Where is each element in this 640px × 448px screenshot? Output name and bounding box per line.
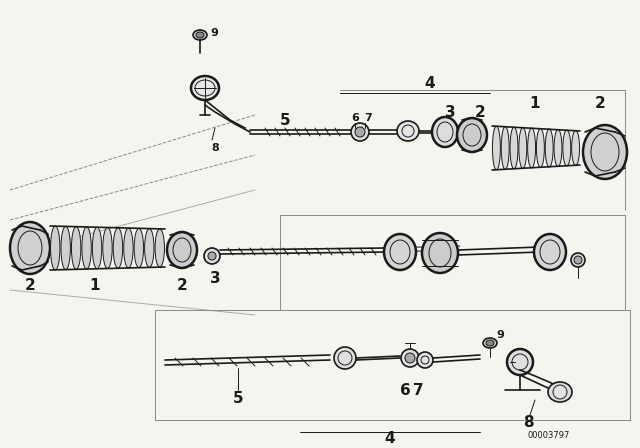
Ellipse shape [501,126,509,169]
Ellipse shape [571,253,585,267]
Text: 8: 8 [211,143,219,153]
Ellipse shape [193,30,207,40]
Ellipse shape [355,127,365,137]
Ellipse shape [72,227,81,269]
Text: 6: 6 [399,383,410,397]
Ellipse shape [527,128,536,168]
Text: 9: 9 [210,28,218,38]
Ellipse shape [483,338,497,348]
Text: 1: 1 [90,277,100,293]
Ellipse shape [545,129,553,167]
Ellipse shape [384,234,416,270]
Ellipse shape [574,256,582,264]
Ellipse shape [204,248,220,264]
Text: 4: 4 [425,76,435,90]
Ellipse shape [155,229,164,267]
Ellipse shape [519,128,527,168]
Ellipse shape [397,121,419,141]
Text: 8: 8 [523,414,533,430]
Ellipse shape [486,340,494,346]
Ellipse shape [457,118,487,152]
Text: 3: 3 [210,271,220,285]
Ellipse shape [507,349,533,375]
Ellipse shape [103,228,112,268]
Ellipse shape [61,226,70,270]
Ellipse shape [405,353,415,363]
Ellipse shape [51,226,60,270]
Ellipse shape [351,123,369,141]
Text: 5: 5 [280,112,291,128]
Ellipse shape [10,222,50,274]
Ellipse shape [334,347,356,369]
Ellipse shape [563,130,571,166]
Ellipse shape [548,382,572,402]
Text: 2: 2 [475,104,485,120]
Ellipse shape [401,349,419,367]
Ellipse shape [536,129,545,168]
Ellipse shape [417,352,433,368]
Ellipse shape [191,76,219,100]
Ellipse shape [432,117,458,147]
Ellipse shape [124,228,133,268]
Ellipse shape [82,227,92,269]
Ellipse shape [583,125,627,179]
Ellipse shape [422,233,458,273]
Ellipse shape [492,126,500,170]
Ellipse shape [134,228,143,267]
Text: 3: 3 [445,104,455,120]
Ellipse shape [167,232,197,268]
Text: 1: 1 [530,95,540,111]
Text: 2: 2 [177,277,188,293]
Text: 6: 6 [351,113,359,123]
Text: 9: 9 [496,330,504,340]
Ellipse shape [208,252,216,260]
Ellipse shape [113,228,123,268]
Ellipse shape [554,129,562,167]
Text: 5: 5 [233,391,243,405]
Text: 2: 2 [595,95,605,111]
Ellipse shape [145,228,154,267]
Text: 7: 7 [364,113,372,123]
Text: 4: 4 [385,431,396,445]
Text: 2: 2 [24,277,35,293]
Text: 00003797: 00003797 [527,431,570,440]
Text: 7: 7 [413,383,423,397]
Ellipse shape [92,227,102,269]
Ellipse shape [572,130,580,165]
Ellipse shape [534,234,566,270]
Ellipse shape [510,127,518,169]
Ellipse shape [196,32,204,38]
